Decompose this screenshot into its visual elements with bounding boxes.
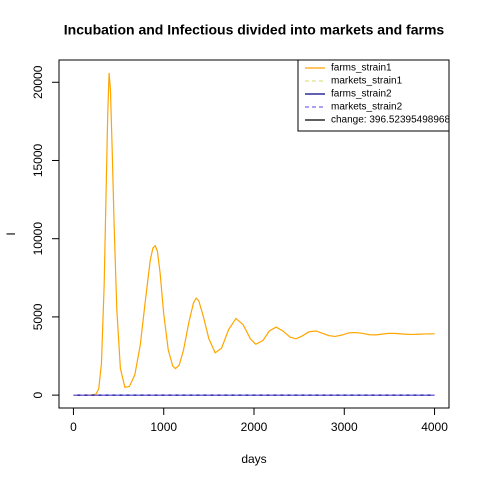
y-tick-label: 10000: [31, 222, 45, 256]
legend-label: markets_strain1: [331, 76, 403, 87]
x-tick-label: 0: [70, 420, 77, 434]
x-tick-label: 1000: [150, 420, 177, 434]
x-tick-label: 4000: [421, 420, 448, 434]
x-axis-label: days: [241, 452, 266, 466]
legend-label: farms_strain1: [331, 63, 392, 74]
x-tick-label: 3000: [331, 420, 358, 434]
legend-label: farms_strain2: [331, 89, 392, 100]
series-line: [73, 72, 435, 396]
legend-label: change: 396.52395498968: [331, 115, 450, 126]
y-tick-label: 15000: [31, 143, 45, 177]
y-tick-label: 5000: [31, 303, 45, 330]
legend-label: markets_strain2: [331, 102, 403, 113]
y-tick-label: 20000: [31, 65, 45, 99]
y-tick-label: 0: [31, 391, 45, 398]
chart-title: Incubation and Infectious divided into m…: [64, 22, 445, 38]
x-tick-label: 2000: [241, 420, 268, 434]
legend-box: [297, 59, 450, 132]
y-axis-label: I: [4, 232, 18, 235]
